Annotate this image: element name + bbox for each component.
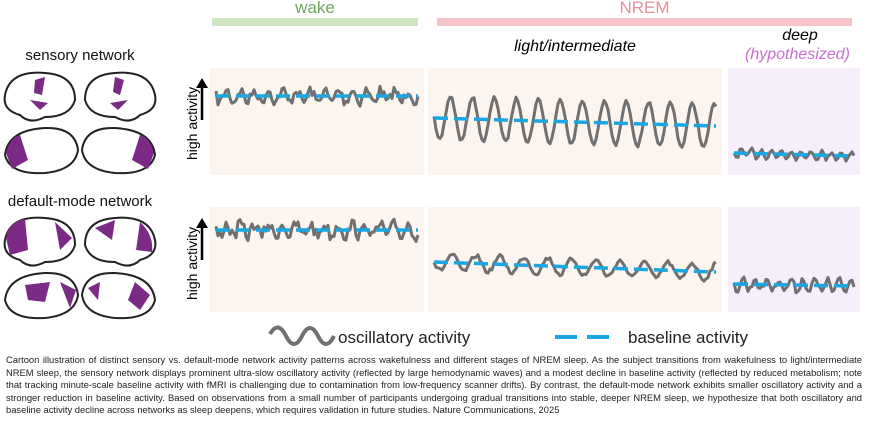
up-arrow-icon — [196, 78, 208, 120]
stage-deep-label: deep — [782, 27, 818, 44]
figure-caption: Cartoon illustration of distinct sensory… — [6, 354, 862, 416]
stage-light-label: light/intermediate — [514, 38, 636, 55]
wake-sensory-panel — [210, 68, 424, 175]
legend-baseline: baseline activity — [628, 328, 749, 347]
light-sensory-baseline-trace — [433, 116, 717, 128]
oscillatory-legend-icon — [268, 325, 336, 346]
sensory-network-label: sensory network — [25, 47, 135, 64]
light-default-panel — [428, 207, 722, 312]
activity-panels — [210, 68, 860, 312]
nrem-bar — [437, 18, 852, 26]
baseline-legend-icon — [555, 335, 615, 339]
stage-wake-label: wake — [295, 0, 335, 17]
stage-nrem-label: NREM — [619, 0, 670, 17]
up-arrow-icon — [196, 218, 208, 260]
light-default-oscillatory-trace — [432, 252, 717, 283]
default-mode-brain-maps — [3, 216, 157, 320]
default-mode-network-label: default-mode network — [7, 193, 153, 210]
legend-oscillatory: oscillatory activity — [338, 328, 471, 347]
sensory-brain-maps — [3, 71, 157, 175]
deep-default-panel — [728, 207, 860, 312]
light-sensory-oscillatory-trace — [432, 95, 718, 149]
wake-default-panel — [210, 207, 424, 312]
deep-default-baseline-trace — [733, 282, 855, 288]
light-default-baseline-trace — [433, 260, 717, 274]
deep-sensory-baseline-trace — [733, 151, 855, 158]
deep-default-oscillatory-trace — [732, 275, 856, 295]
hypothesized-label: (hypothesized) — [745, 46, 850, 63]
wake-bar — [212, 18, 418, 26]
